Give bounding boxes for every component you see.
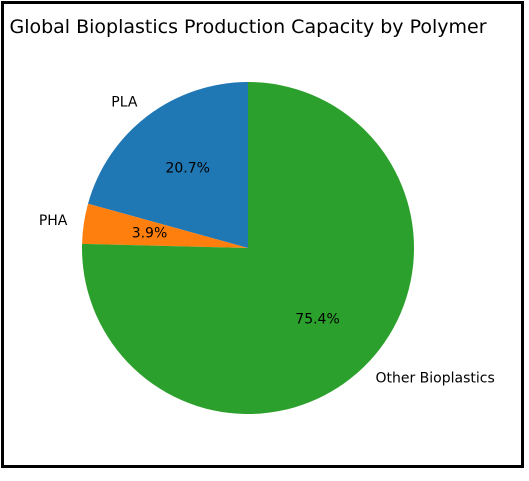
pct-label-other-bioplastics: 75.4% <box>295 311 339 327</box>
pie-labels: PLA 20.7% PHA 3.9% Other Bioplastics 75.4% <box>39 95 495 387</box>
chart-title: Global Bioplastics Production Capacity b… <box>9 16 486 38</box>
pie-slice-other-bioplastics <box>82 82 414 414</box>
pie-slices <box>82 82 414 414</box>
slice-label-other-bioplastics: Other Bioplastics <box>375 371 494 387</box>
slice-label-pha: PHA <box>39 213 68 229</box>
pie-slice-pha <box>82 203 248 248</box>
slice-label-pla: PLA <box>111 95 138 111</box>
pie-slice-pla <box>88 82 248 248</box>
pct-label-pha: 3.9% <box>132 225 168 241</box>
pct-label-pla: 20.7% <box>165 161 209 177</box>
